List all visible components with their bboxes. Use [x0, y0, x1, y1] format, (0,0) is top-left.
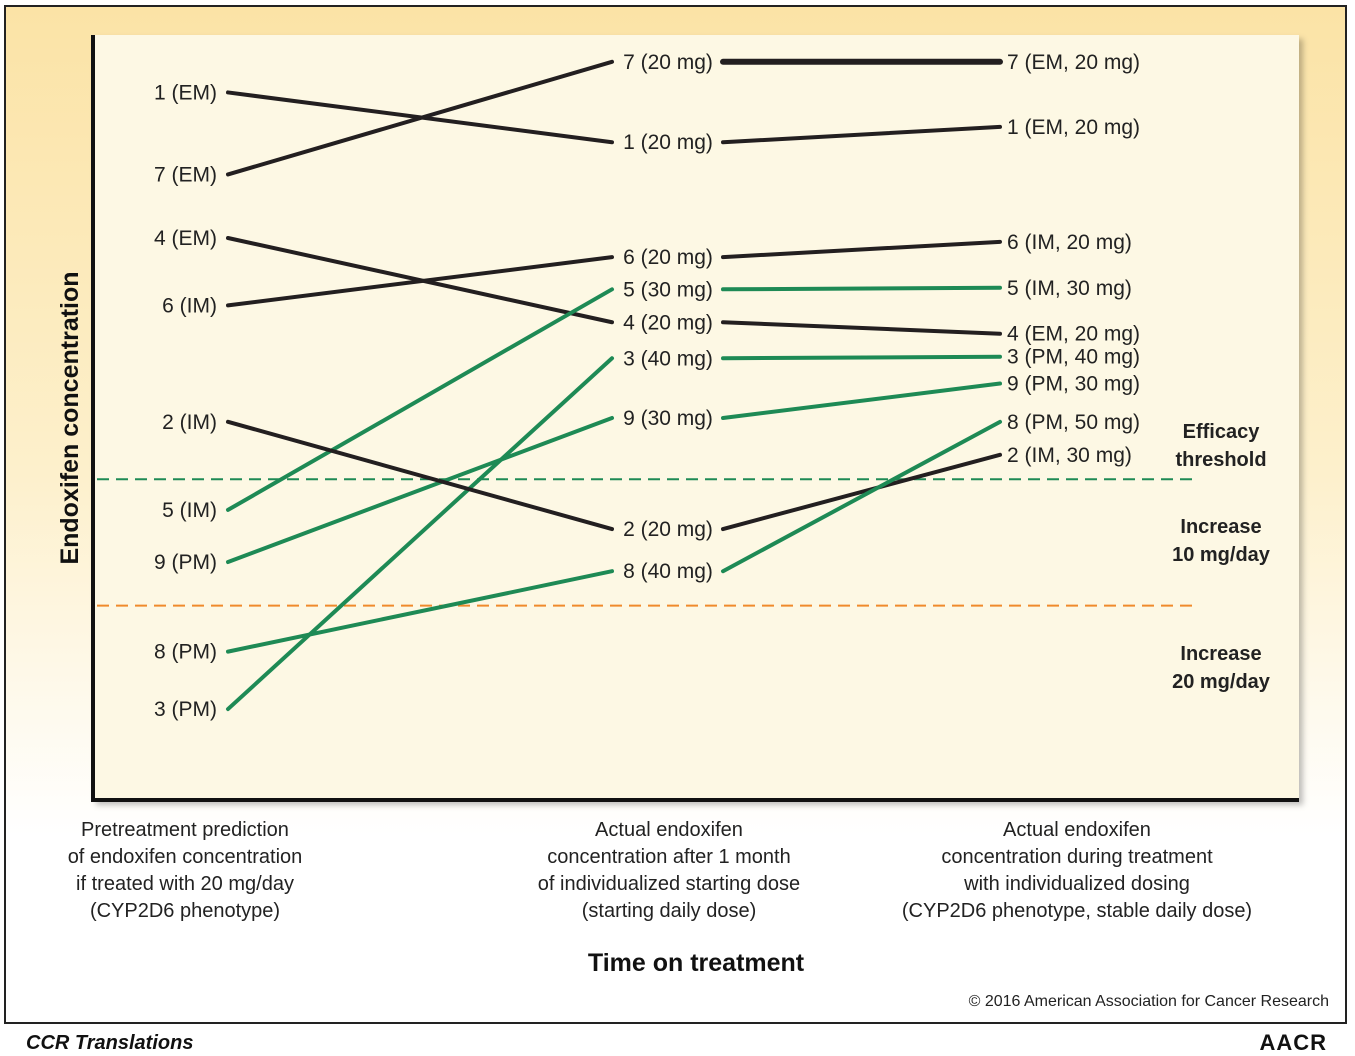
threshold-note-0-1: threshold: [1175, 449, 1266, 471]
data-label-1-1: 1 (20 mg): [623, 131, 713, 154]
threshold-note-0-0: Efficacy: [1183, 421, 1261, 443]
series-segment-9-b: [721, 381, 1002, 420]
data-label-5-1: 5 (30 mg): [623, 278, 713, 301]
footer-journal-name: CCR Translations: [26, 1032, 194, 1054]
data-label-9-1: 9 (30 mg): [623, 407, 713, 430]
threshold-note-1-1: 10 mg/day: [1172, 544, 1271, 566]
data-label-2-2: 2 (IM, 30 mg): [1007, 444, 1132, 467]
data-label-5-0: 5 (IM): [162, 499, 217, 522]
data-label-8-2: 8 (PM, 50 mg): [1007, 411, 1140, 434]
stage-caption-1-0: Actual endoxifen: [595, 819, 743, 841]
series-segment-5-a: [226, 287, 614, 512]
data-label-9-0: 9 (PM): [154, 551, 217, 574]
footer-bar: CCR Translations AACR: [4, 1022, 1347, 1055]
series-segment-2-b: [721, 452, 1002, 532]
data-label-1-0: 1 (EM): [154, 81, 217, 104]
data-label-8-1: 8 (40 mg): [623, 560, 713, 583]
data-label-3-2: 3 (PM, 40 mg): [1007, 346, 1140, 369]
data-label-6-1: 6 (20 mg): [623, 246, 713, 269]
stage-caption-0-2: if treated with 20 mg/day: [76, 873, 294, 895]
threshold-note-1-0: Increase: [1180, 516, 1261, 538]
series-segment-3-b: [721, 354, 1002, 361]
data-label-8-0: 8 (PM): [154, 641, 217, 664]
data-label-4-2: 4 (EM, 20 mg): [1007, 323, 1140, 346]
data-label-7-0: 7 (EM): [154, 163, 217, 186]
data-label-2-1: 2 (20 mg): [623, 518, 713, 541]
stage-caption-2-0: Actual endoxifen: [1003, 819, 1151, 841]
stage-caption-0-3: (CYP2D6 phenotype): [90, 900, 280, 922]
stage-caption-1-3: (starting daily dose): [582, 900, 757, 922]
series-segment-9-a: [226, 416, 614, 565]
threshold-note-2-1: 20 mg/day: [1172, 671, 1271, 693]
series-segment-6-b: [721, 239, 1002, 260]
series-segment-1-b: [721, 124, 1002, 145]
stage-caption-2-3: (CYP2D6 phenotype, stable daily dose): [902, 900, 1252, 922]
stage-caption-0-1: of endoxifen concentration: [68, 846, 303, 868]
data-label-6-2: 6 (IM, 20 mg): [1007, 231, 1132, 254]
data-label-4-0: 4 (EM): [154, 227, 217, 250]
stage-caption-2-1: concentration during treatment: [941, 846, 1213, 868]
data-label-9-2: 9 (PM, 30 mg): [1007, 373, 1140, 396]
data-label-3-0: 3 (PM): [154, 698, 217, 721]
data-label-3-1: 3 (40 mg): [623, 347, 713, 370]
data-label-1-2: 1 (EM, 20 mg): [1007, 116, 1140, 139]
data-label-2-0: 2 (IM): [162, 411, 217, 434]
series-segment-8-a: [226, 569, 614, 654]
data-label-6-0: 6 (IM): [162, 294, 217, 317]
series-segment-2-a: [226, 419, 614, 532]
series-segment-4-b: [721, 320, 1002, 336]
x-axis-title: Time on treatment: [588, 949, 805, 977]
y-axis-title: Endoxifen concentration: [56, 271, 84, 564]
stage-caption-2-2: with individualized dosing: [963, 873, 1190, 895]
copyright-text: © 2016 American Association for Cancer R…: [968, 993, 1329, 1010]
data-label-7-2: 7 (EM, 20 mg): [1007, 51, 1140, 74]
data-label-4-1: 4 (20 mg): [623, 311, 713, 334]
series-segment-6-a: [226, 255, 614, 308]
stage-caption-1-2: of individualized starting dose: [538, 873, 800, 895]
series-segment-5-b: [721, 285, 1002, 292]
plot-area: [92, 35, 1299, 801]
series-segment-8-b: [721, 419, 1002, 574]
data-label-7-1: 7 (20 mg): [623, 51, 713, 74]
stage-caption-0-0: Pretreatment prediction: [81, 819, 289, 841]
footer-logo: AACR: [1259, 1030, 1327, 1055]
data-label-5-2: 5 (IM, 30 mg): [1007, 277, 1132, 300]
series-segment-3-a: [226, 356, 614, 712]
series-segment-7-a: [226, 59, 614, 177]
stage-caption-1-1: concentration after 1 month: [547, 846, 790, 868]
threshold-note-2-0: Increase: [1180, 643, 1261, 665]
